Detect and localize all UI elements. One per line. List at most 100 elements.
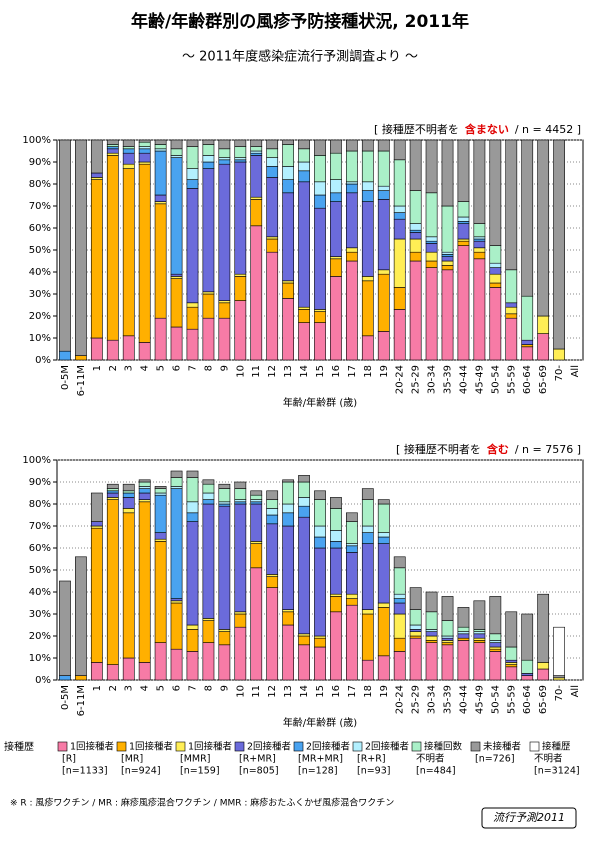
bar-segment <box>425 629 438 632</box>
bar-segment <box>361 499 374 527</box>
bar-segment <box>361 276 374 282</box>
x-tick-label: 6 <box>172 365 183 371</box>
bar-segment <box>537 333 550 361</box>
bar-segment <box>330 508 342 531</box>
bar-segment <box>250 199 263 227</box>
bar-segment <box>234 611 247 615</box>
bar-segment <box>393 139 406 161</box>
bar-segment <box>425 243 438 253</box>
bar-segment <box>409 223 422 231</box>
x-tick-label: 30-34 <box>427 365 438 394</box>
bar-segment <box>170 602 183 650</box>
bar-segment <box>138 479 151 483</box>
bar-segment <box>441 265 454 271</box>
bar-segment <box>250 152 263 156</box>
x-tick-label: 6-11M <box>76 365 87 396</box>
bar-segment <box>473 240 486 249</box>
x-tick-label: 7 <box>187 685 198 691</box>
x-tick-label: 0-5M <box>60 365 71 390</box>
bar-segment <box>425 236 438 242</box>
bar-segment <box>425 139 438 194</box>
x-tick-label: 1 <box>92 685 103 691</box>
bar-segment <box>154 488 167 494</box>
bar-segment <box>553 677 565 681</box>
bar-segment <box>138 488 151 494</box>
bar-segment <box>234 300 247 361</box>
x-tick-label: 6 <box>172 685 183 691</box>
bar-segment <box>298 644 310 681</box>
bar-segment <box>330 256 342 260</box>
bar-segment <box>505 611 518 648</box>
bar-segment <box>314 207 326 310</box>
bar-segment <box>282 503 294 514</box>
bar-segment <box>425 192 438 238</box>
bar-segment <box>266 157 279 167</box>
bar-segment <box>218 483 231 489</box>
bar-segment <box>393 287 406 310</box>
bar-segment <box>202 483 215 494</box>
bar-segment <box>234 276 247 301</box>
bar-segment <box>361 181 374 191</box>
legend-label: 接種歴 <box>542 741 571 753</box>
bar-segment <box>345 183 358 194</box>
bar-segment <box>154 317 167 361</box>
bar-segment <box>250 543 263 569</box>
bar-segment <box>90 172 103 178</box>
bar-segment <box>282 280 294 284</box>
bar-segment <box>330 276 342 361</box>
x-tick-label: 20-24 <box>395 685 406 714</box>
bar-segment <box>409 232 422 240</box>
title: 年齢/年齢群別の風疹予防接種状況, 2011年 <box>131 11 469 32</box>
x-tick-label: 25-29 <box>411 685 422 714</box>
x-tick-label: 9 <box>219 685 230 691</box>
bar-segment <box>170 148 183 156</box>
bar-segment <box>521 659 534 674</box>
bar-segment <box>186 139 199 147</box>
note-part: [ 接種歴不明者を <box>374 122 459 136</box>
bar-segment <box>186 629 199 652</box>
bar-segment <box>457 238 470 242</box>
x-tick-label: 15 <box>315 685 326 698</box>
y-tick-label: 20% <box>29 311 51 322</box>
y-tick-label: 10% <box>29 653 51 664</box>
bar-segment <box>330 497 342 509</box>
bar-segment <box>314 322 326 361</box>
bar-segment <box>234 146 247 158</box>
bar-segment <box>266 574 279 577</box>
bar-segment <box>298 161 310 172</box>
bar-segment <box>90 139 103 174</box>
legend-swatch <box>293 741 304 752</box>
bar-segment <box>441 269 454 361</box>
bar-segment <box>218 488 231 503</box>
x-tick-label: All <box>570 365 581 377</box>
bar-segment <box>90 179 103 339</box>
bar-segment <box>489 646 502 650</box>
bar-segment <box>361 525 374 533</box>
legend-label: [n=128] <box>298 766 338 777</box>
bar-segment <box>170 273 183 277</box>
bar-segment <box>170 139 183 150</box>
bar-segment <box>266 166 279 178</box>
bar-segment <box>202 161 215 169</box>
x-tick-label: 13 <box>283 365 294 378</box>
bar-segment <box>473 238 486 242</box>
bar-segment <box>521 613 534 661</box>
bar-segment <box>138 342 151 361</box>
bar-segment <box>282 512 294 527</box>
bar-segment <box>298 148 310 163</box>
bar-segment <box>489 287 502 361</box>
bar-segment <box>505 139 518 271</box>
bar-segment <box>122 512 135 659</box>
bar-segment <box>330 201 342 257</box>
bar-segment <box>90 337 103 361</box>
bar-segment <box>298 497 310 507</box>
bar-segment <box>457 223 470 240</box>
bar-segment <box>154 203 167 319</box>
bar-segment <box>314 646 326 681</box>
bar-segment <box>122 152 135 165</box>
bar-segment <box>489 282 502 288</box>
bar-segment <box>106 483 119 489</box>
y-tick-label: 10% <box>29 333 51 344</box>
bar-segment <box>457 631 470 635</box>
x-tick-label: 40-44 <box>458 685 469 714</box>
